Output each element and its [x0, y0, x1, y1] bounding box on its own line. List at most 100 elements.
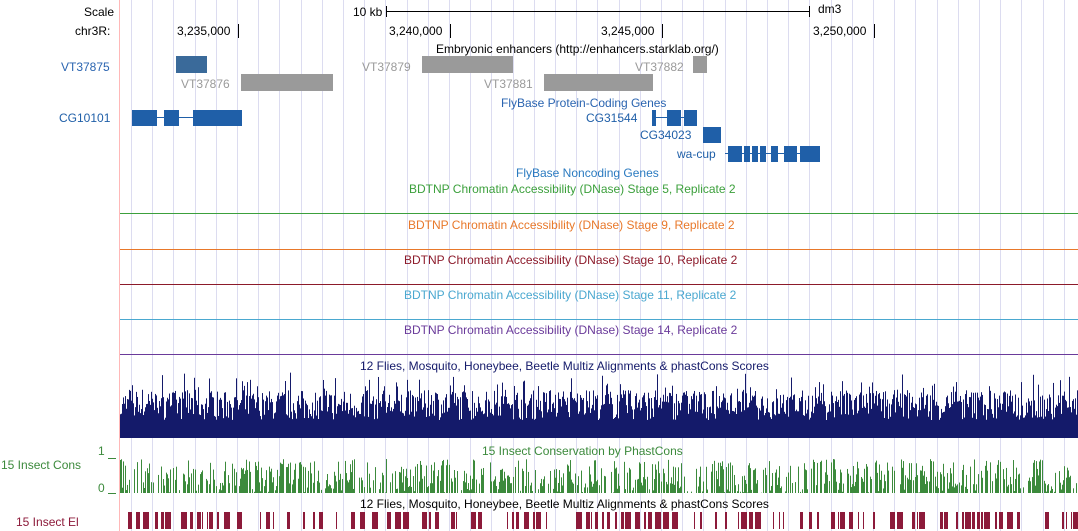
dnase-stage5-title[interactable]: BDTNP Chromatin Accessibility (DNase) St…: [409, 182, 736, 196]
enhancer-label-vt37875[interactable]: VT37875: [61, 60, 110, 74]
tick-label-3: 3,245,000: [601, 24, 655, 38]
dnase-stage14-title[interactable]: BDTNP Chromatin Accessibility (DNase) St…: [404, 323, 738, 337]
phastcons-side-label[interactable]: 15 Insect Cons: [1, 458, 82, 472]
phastcons-signal-bar: [121, 459, 122, 493]
conserved-element: [849, 512, 853, 529]
gene-wa-cup-exon[interactable]: [760, 146, 766, 162]
phastcons-signal-bar: [339, 479, 340, 493]
enhancer-label-vt37882[interactable]: VT37882: [635, 60, 684, 74]
gene-cg10101-exon[interactable]: [132, 110, 157, 126]
phastcons-signal-bar: [589, 466, 590, 493]
multiz-signal-bar: [389, 394, 390, 438]
multiz-signal-bar: [934, 383, 935, 438]
gene-wa-cup-exon[interactable]: [744, 146, 750, 162]
multiz-track-title[interactable]: 12 Flies, Mosquito, Honeybee, Beetle Mul…: [360, 359, 769, 373]
multiz-signal-bar: [424, 390, 425, 438]
multiz-signal-bar: [224, 392, 225, 438]
phastcons-signal-bar: [1059, 471, 1060, 493]
phastcons-signal-bar: [883, 488, 884, 493]
dnase-stage14-signal[interactable]: [120, 354, 1078, 355]
multiz-signal-bar: [931, 419, 932, 438]
gene-label-cg34023[interactable]: CG34023: [640, 128, 692, 142]
phastcons-track-title[interactable]: 15 Insect Conservation by PhastCons: [482, 444, 683, 458]
enhancer-vt37882[interactable]: [693, 56, 707, 73]
gene-cg34023-exon[interactable]: [703, 127, 721, 143]
conserved-element: [817, 512, 819, 529]
enhancer-vt37876[interactable]: [241, 74, 333, 91]
multiz-signal-bar: [632, 409, 633, 438]
enhancer-vt37881[interactable]: [544, 74, 653, 91]
conserved-element: [741, 512, 747, 529]
gene-cg10101-exon[interactable]: [193, 110, 242, 126]
phastcons-signal-bar: [1032, 477, 1033, 493]
gene-label-cg31544[interactable]: CG31544: [586, 111, 638, 125]
phastcons-signal-bar: [120, 459, 121, 493]
multiz-signal-bar: [725, 398, 726, 438]
gene-wa-cup-exon[interactable]: [728, 146, 742, 162]
gene-cg31544-exon[interactable]: [652, 110, 656, 126]
multiz-signal-bar: [677, 415, 678, 438]
gene-label-wa-cup[interactable]: wa-cup: [677, 147, 716, 161]
phastcons-signal-bar: [249, 461, 250, 493]
dnase-stage10-title[interactable]: BDTNP Chromatin Accessibility (DNase) St…: [404, 253, 738, 267]
enhancer-vt37879[interactable]: [422, 56, 513, 73]
grid-line: [258, 0, 259, 531]
phastcons-signal-bar: [508, 475, 509, 493]
multiz-signal-bar: [943, 411, 944, 438]
phastcons-signal-bar: [927, 481, 928, 493]
multiz-signal-bar: [925, 404, 926, 438]
phastcons-signal-bar: [169, 492, 170, 493]
phastcons-signal-bar: [961, 485, 962, 493]
enhancer-vt37875[interactable]: [176, 56, 207, 73]
phastcons-signal-bar: [907, 477, 908, 493]
enhancers-track-title[interactable]: Embryonic enhancers (http://enhancers.st…: [436, 42, 719, 56]
flybase-coding-track-title[interactable]: FlyBase Protein-Coding Genes: [501, 96, 667, 110]
multiz-signal-bar: [229, 400, 230, 438]
dnase-stage9-signal[interactable]: [120, 249, 1078, 250]
enhancer-label-vt37876[interactable]: VT37876: [181, 77, 230, 91]
conserved-element: [755, 512, 761, 529]
multiz-signal-bar: [747, 407, 748, 438]
elements-side-label[interactable]: 15 Insect El: [16, 515, 79, 529]
flybase-noncoding-track-title[interactable]: FlyBase Noncoding Genes: [516, 166, 659, 180]
phastcons-signal-bar: [499, 481, 500, 493]
gene-cg31544-exon[interactable]: [667, 110, 681, 126]
multiz-signal-bar: [990, 390, 991, 438]
gene-wa-cup-exon[interactable]: [800, 146, 820, 162]
multiz-signal-bar: [506, 396, 507, 438]
multiz-signal-bar: [415, 397, 416, 438]
conserved-element: [303, 512, 305, 529]
gene-wa-cup-exon[interactable]: [771, 146, 778, 162]
multiz-signal-bar: [192, 398, 193, 438]
multiz-signal-bar: [341, 398, 342, 438]
multiz-signal-bar: [256, 402, 257, 438]
gene-cg10101-exon[interactable]: [164, 110, 179, 126]
phastcons-signal-bar: [401, 466, 402, 493]
multiz-signal-bar: [451, 394, 452, 438]
gene-wa-cup-exon[interactable]: [784, 146, 797, 162]
gene-wa-cup-exon[interactable]: [752, 146, 758, 162]
multiz-signal-bar: [205, 403, 206, 438]
enhancer-label-vt37879[interactable]: VT37879: [362, 60, 411, 74]
multiz-signal-bar: [448, 407, 449, 438]
phastcons-signal-bar: [467, 489, 468, 493]
multiz-signal-bar: [122, 404, 123, 438]
gene-label-cg10101[interactable]: CG10101: [59, 111, 111, 125]
multiz-signal-bar: [479, 403, 480, 438]
enhancer-label-vt37881[interactable]: VT37881: [484, 77, 533, 91]
multiz-signal-bar: [168, 399, 169, 438]
dnase-stage5-signal[interactable]: [120, 213, 1078, 214]
elements-track-title[interactable]: 12 Flies, Mosquito, Honeybee, Beetle Mul…: [360, 497, 769, 511]
dnase-stage11-signal[interactable]: [120, 319, 1078, 320]
multiz-signal-bar: [897, 389, 898, 438]
dnase-stage9-title[interactable]: BDTNP Chromatin Accessibility (DNase) St…: [408, 218, 735, 232]
phastcons-signal-bar: [277, 469, 278, 493]
multiz-signal-bar: [656, 399, 657, 438]
gene-cg31544-exon[interactable]: [684, 110, 697, 126]
multiz-signal-bar: [707, 407, 708, 438]
phastcons-signal-bar: [981, 470, 982, 493]
dnase-stage11-title[interactable]: BDTNP Chromatin Accessibility (DNase) St…: [404, 288, 737, 302]
dnase-stage10-signal[interactable]: [120, 284, 1078, 285]
multiz-signal-bar: [698, 401, 699, 438]
multiz-signal-bar: [1014, 411, 1015, 438]
